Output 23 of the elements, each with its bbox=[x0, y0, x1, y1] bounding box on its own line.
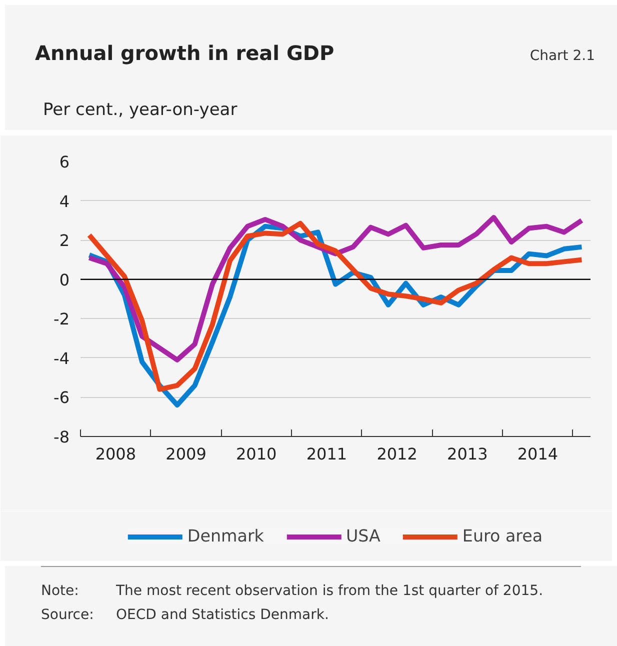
x-tick-label: 2010 bbox=[236, 444, 277, 464]
x-tick-label: 2012 bbox=[376, 444, 418, 464]
x-tick-label: 2014 bbox=[517, 444, 558, 464]
legend-label: Euro area bbox=[462, 526, 543, 546]
text: Source: OECD and Statistics Denmark. bbox=[41, 607, 329, 624]
y-tick-label: -2 bbox=[54, 310, 70, 329]
y-tick-label: 6 bbox=[59, 152, 70, 172]
x-tick-label: 2011 bbox=[306, 444, 348, 464]
x-tick-label: 2009 bbox=[166, 444, 206, 464]
y-tick-label: 0 bbox=[59, 270, 70, 290]
y-tick-label: 2 bbox=[59, 231, 70, 250]
y-tick-label: -8 bbox=[54, 428, 70, 446]
x-tick-label: 2008 bbox=[95, 444, 136, 464]
y-axis-title: Per cent., year-on-year bbox=[43, 98, 238, 122]
text: Note: The most recent observation is from the 1st quarter of 2015. bbox=[41, 583, 544, 599]
chart-title: Annual growth in real GDP bbox=[35, 40, 334, 67]
legend-label: Denmark bbox=[187, 526, 264, 546]
y-tick-label: -6 bbox=[54, 388, 70, 408]
legend-label: USA bbox=[346, 526, 380, 546]
y-tick-label: -4 bbox=[54, 348, 70, 368]
caption: Chart 2.1 bbox=[530, 47, 595, 66]
y-tick-label: 4 bbox=[59, 192, 70, 211]
x-tick-label: 2013 bbox=[447, 444, 488, 464]
